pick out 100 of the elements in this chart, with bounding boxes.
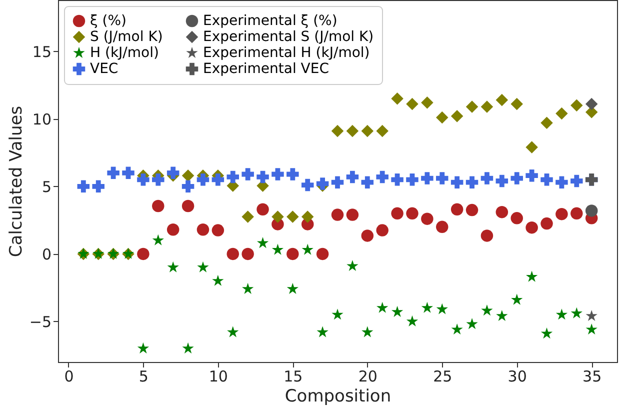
point [346,260,358,272]
y-axis-title: Calculated Values [6,106,26,258]
point [540,116,553,130]
point [466,204,478,216]
point [107,166,120,180]
point [152,174,164,186]
point [570,307,582,318]
y-tick-label: 5 [42,178,52,196]
legend-label: ξ (%) [90,13,126,29]
point [166,224,180,236]
point [496,206,508,218]
x-tick-label: 25 [433,368,452,386]
point [272,244,284,255]
point [376,170,388,184]
point [196,174,210,186]
point [346,208,359,221]
point [361,230,374,242]
point [152,234,164,246]
point [332,308,344,320]
x-tick-label: 5 [138,368,148,386]
point [182,169,194,182]
point [585,98,598,110]
point [436,172,448,184]
legend-label: VEC [90,61,118,77]
point [586,323,598,335]
point [301,178,314,192]
point [540,174,553,186]
point [391,92,404,105]
point [286,282,298,294]
point [361,124,374,138]
point [331,176,344,188]
point [182,200,194,212]
x-tick-label: 30 [508,368,527,386]
point [92,180,104,193]
legend-label: H (kJ/mol) [90,45,159,61]
point [302,244,314,255]
x-tick-label: 10 [208,368,228,386]
x-tick-label: 35 [582,368,602,386]
point [376,224,388,236]
point [436,220,448,234]
point [436,111,448,124]
point [510,98,523,110]
point [421,96,434,109]
point [570,99,583,112]
point [137,174,150,186]
point [466,176,478,188]
point [212,224,224,236]
point [406,174,418,186]
point [496,310,508,322]
point [556,176,568,188]
point [316,326,328,338]
point [361,176,374,188]
point [286,168,299,180]
point [286,248,299,260]
point [496,174,508,188]
point [346,124,359,138]
point [226,170,239,184]
point [272,210,284,223]
point [480,172,494,184]
point [526,270,538,282]
point [406,207,418,220]
point [391,207,404,220]
point [256,203,269,216]
point [406,98,418,110]
point [286,210,299,223]
point [406,315,418,326]
point [556,107,568,120]
point [212,174,224,186]
y-tick-label: −5 [29,312,52,331]
y-tick-label: 10 [32,110,52,128]
point [346,170,359,184]
point [511,294,523,305]
point [586,310,598,322]
point [391,306,404,317]
point [182,342,194,354]
point [450,203,464,216]
point [242,168,254,180]
point [510,172,523,184]
point [451,323,463,335]
point [496,94,508,106]
point [196,224,210,236]
point [540,217,553,230]
point [510,212,523,224]
point [585,204,598,217]
point [242,210,254,223]
legend-label: S (J/mol K) [90,29,163,45]
point [152,200,164,212]
point [331,208,344,221]
point [436,303,448,314]
point [212,274,224,286]
y-tick-label: 0 [42,245,52,264]
point [450,110,464,122]
point [137,342,150,354]
point [316,248,329,260]
point [362,326,374,338]
point [526,169,538,182]
point [421,302,434,313]
point [391,174,404,186]
y-tick-label: 15 [32,42,52,61]
point [77,180,90,193]
